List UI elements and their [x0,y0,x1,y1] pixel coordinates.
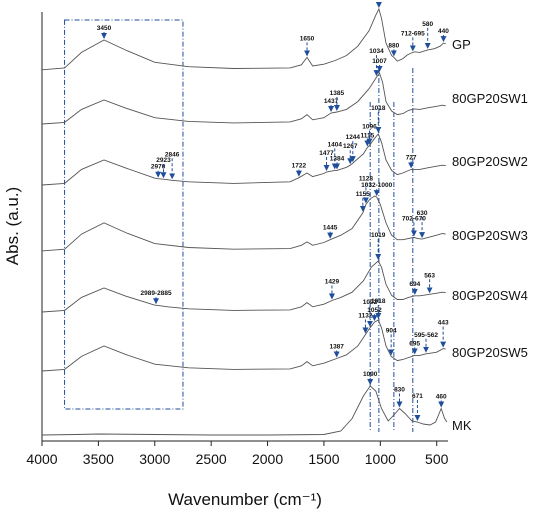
peak-label: 563 [424,272,435,279]
series-line [41,7,446,71]
series-label: 80GP20SW5 [452,345,528,360]
peak-label: 2846 [165,151,180,158]
x-tick-label: 1500 [308,451,339,467]
series-line [41,133,446,186]
peak-label: 904 [386,327,397,334]
series-line [41,319,446,372]
plot-frame [41,12,448,442]
peak-label: 2989-2885 [140,290,171,297]
highlight-region [64,19,184,410]
peak-label: 1722 [292,163,307,170]
peak-label: 1092 [363,299,378,306]
series-label: 80GP20SW4 [452,288,528,303]
peak-label: 1032-1000 [361,182,392,189]
x-tick-label: 3000 [139,451,170,467]
peak-label: 702-670 [402,215,426,222]
peak-label: 440 [438,28,449,35]
series-label: 80GP20SW3 [452,228,528,243]
peak-label: 1404 [328,141,343,148]
series-label: MK [452,418,472,433]
peak-label: 1018 [371,298,386,305]
series-label: GP [452,37,471,52]
peak-label: 1244 [346,134,361,141]
peak-label: 1007 [372,58,387,65]
x-tick-label: 2000 [252,451,283,467]
series-line [41,260,446,313]
peak-label: 1018 [371,105,386,112]
peak-label: 1387 [329,343,344,350]
peak-label: 727 [406,154,417,161]
highlight-box [64,19,184,410]
x-axis-title: Wavenumber (cm⁻¹) [168,490,322,509]
series-label: 80GP20SW1 [452,91,528,106]
peak-label: 1096 [362,123,377,130]
reference-lines [369,68,414,432]
peak-label: 1115 [360,133,374,140]
x-tick-label: 3500 [83,451,114,467]
peak-label: 830 [394,387,405,394]
peak-label: 1384 [330,155,345,162]
y-axis-title: Abs. (a.u.) [3,187,22,265]
peak-label: 3450 [97,25,112,32]
peak-label: 630 [417,210,428,217]
x-tick-label: 2500 [196,451,227,467]
peak-label: 2923 [156,157,171,164]
series-label: 80GP20SW2 [452,154,528,169]
x-tick-label: 4000 [26,451,57,467]
peak-label: 2970 [151,164,166,171]
peak-label: 1650 [300,35,315,42]
x-tick-label: 1000 [365,451,396,467]
peak-label: 1267 [343,143,358,150]
peak-label: 580 [422,21,433,28]
series-line [41,385,448,436]
peak-label: 1429 [325,279,340,286]
peak-label: 460 [436,394,447,401]
peak-label: 712-695 [401,30,425,37]
peak-label: 595-562 [414,332,438,339]
peak-label: 443 [438,320,449,327]
series-line [41,72,446,125]
peak-label: 1034 [369,48,384,55]
peak-label: 671 [412,393,423,400]
peak-label: 1437 [324,98,339,105]
peak-label: 1132 [358,313,372,320]
series-layer: GP 80GP20SW1 80GP20SW2 80GP20SW3 80GP20SW4 80… [41,7,528,436]
peak-label: 1385 [330,90,345,97]
peak-label: 694 [409,281,420,288]
peak-label: 880 [388,42,399,49]
peak-label: 1477 [319,150,334,157]
x-tick-label: 500 [425,451,449,467]
peak-label: 695 [409,340,420,347]
peak-label: 1128 [359,175,373,182]
series-line [41,195,446,252]
peak-label: 1155 [356,191,370,198]
peak-label: 1445 [323,225,338,232]
peak-annotations: 345016501013880712-695580440143713851034… [97,0,449,421]
peak-label: 1052 [367,307,382,314]
peak-label: 1090 [363,371,378,378]
peak-label: 1019 [371,232,386,239]
x-axis-ticks: 4000 3500 3000 2500 2000 1500 1000 500 [26,441,449,467]
